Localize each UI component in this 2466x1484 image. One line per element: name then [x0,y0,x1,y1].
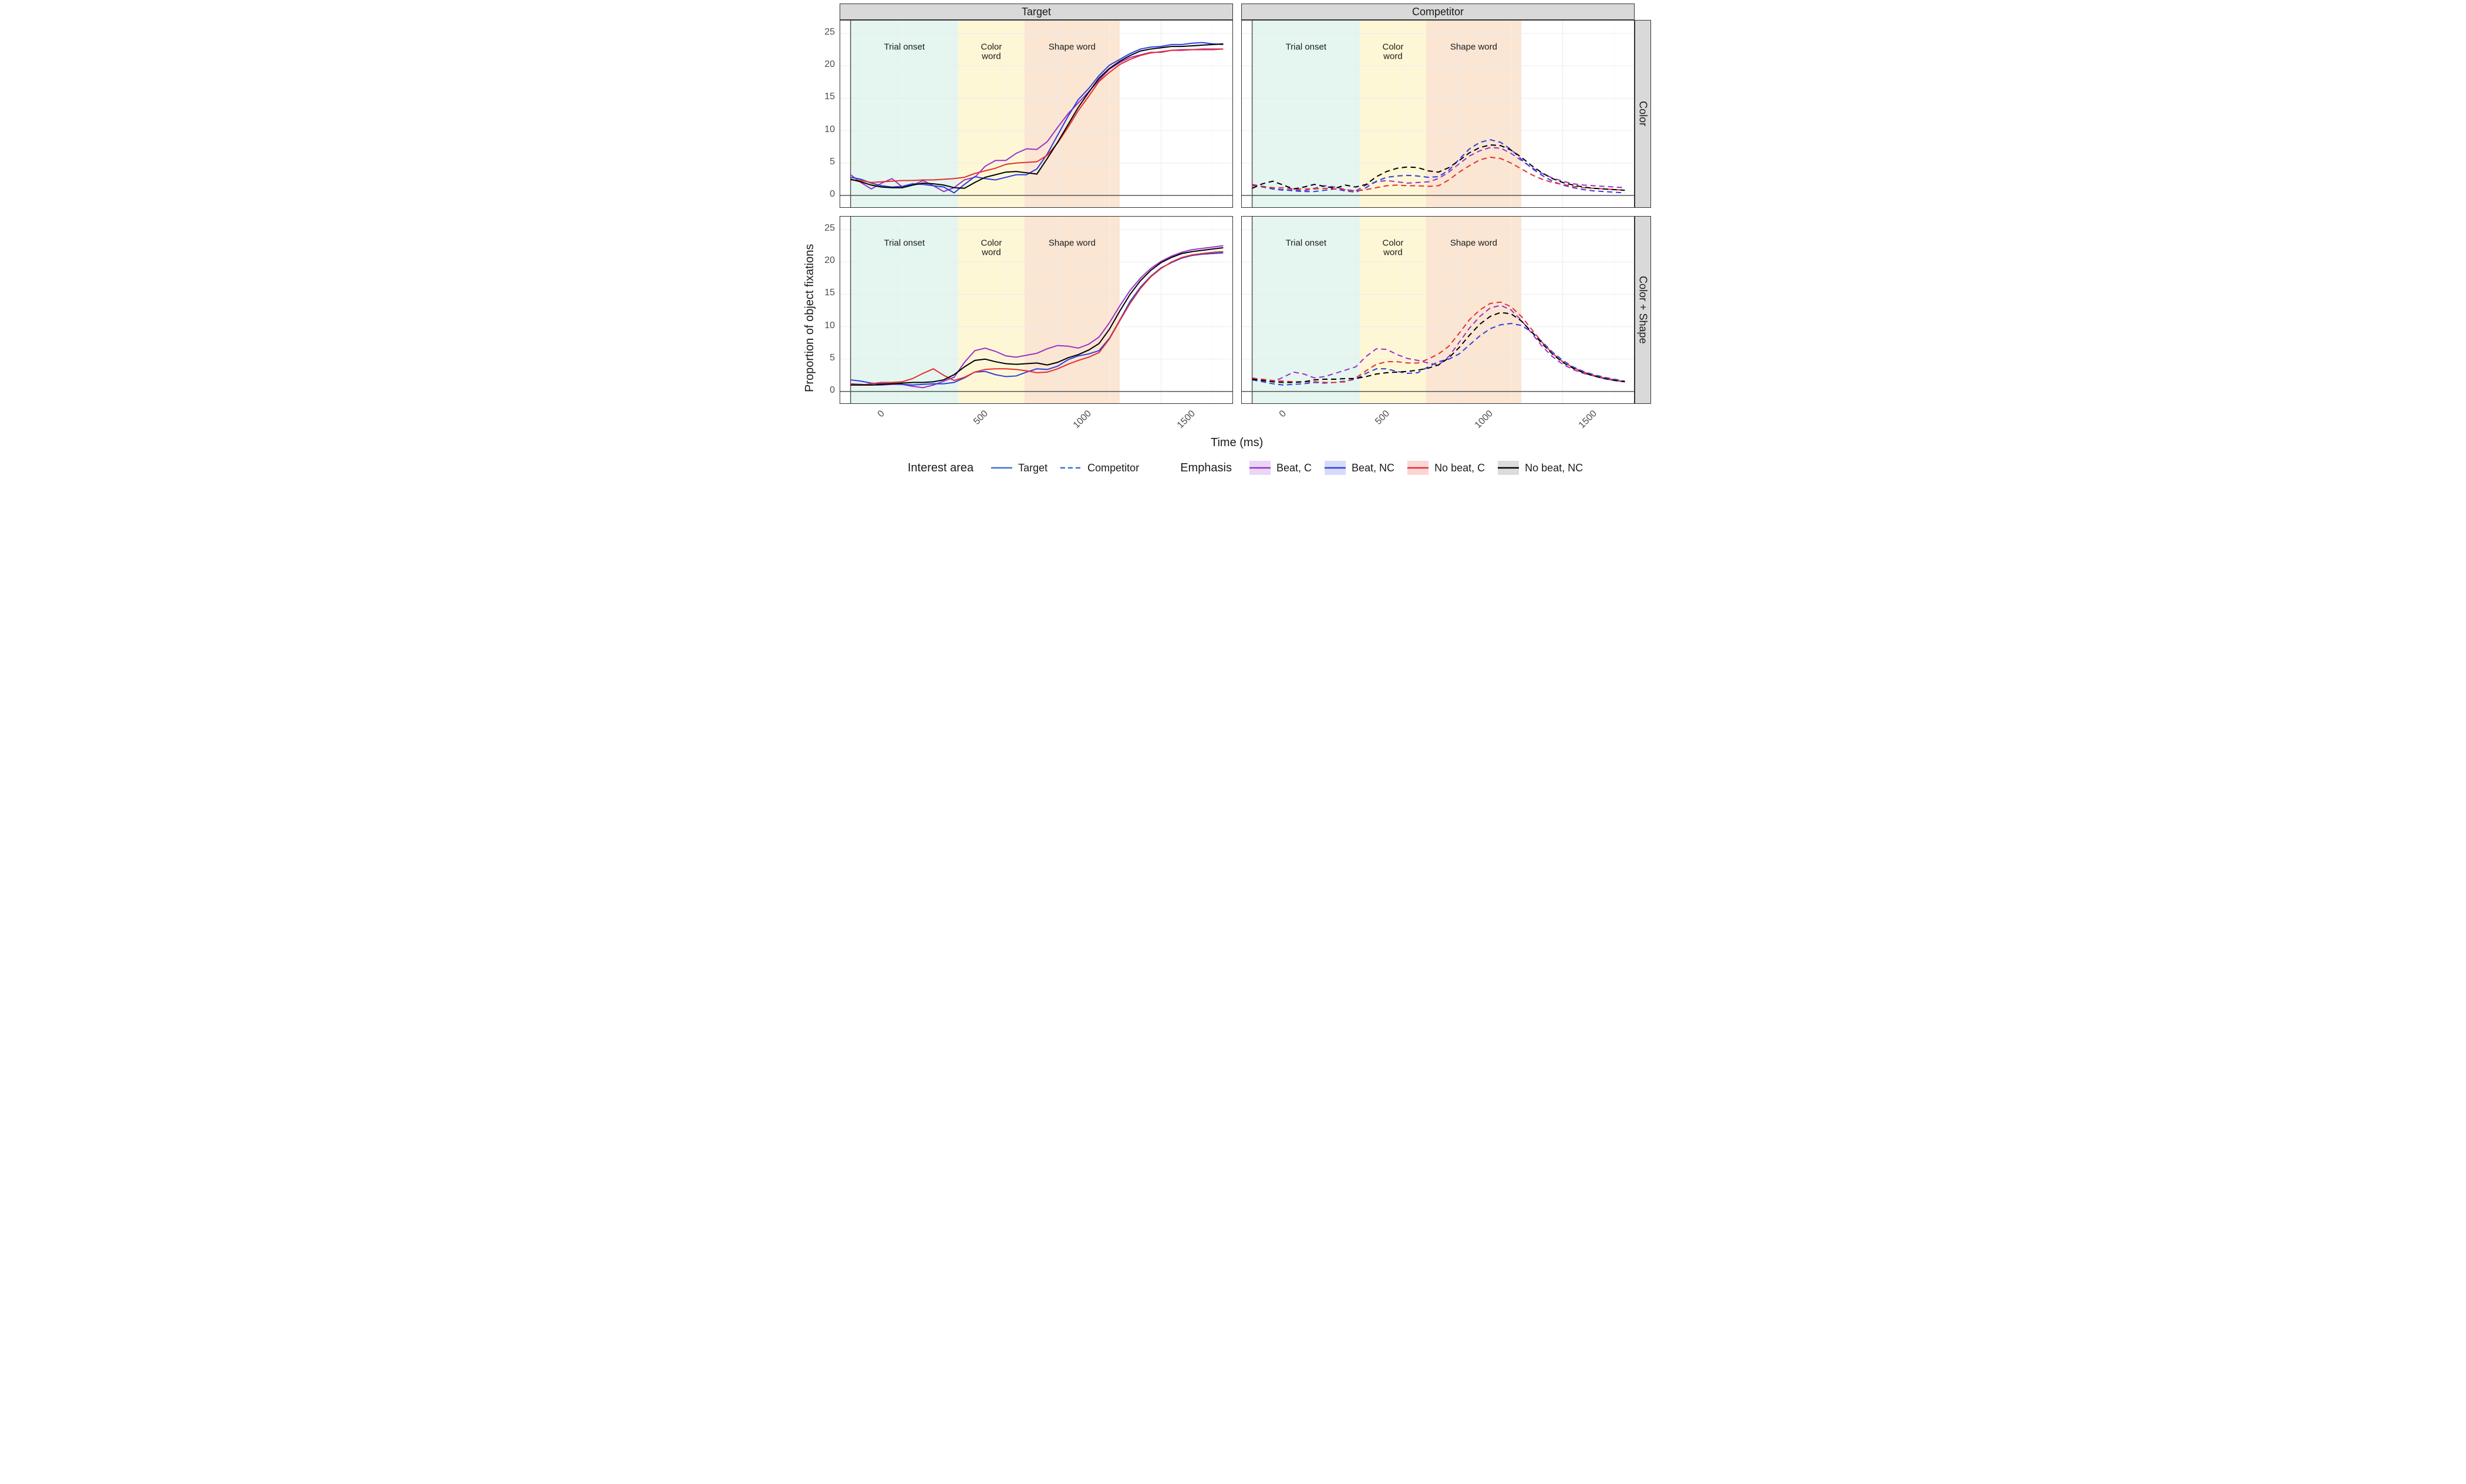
y-tick-label: 5 [816,353,835,363]
svg-text:Trial onset: Trial onset [884,238,925,248]
svg-text:Shape word: Shape word [1049,42,1096,52]
legend-item: Competitor [1059,460,1139,476]
svg-text:Shape word: Shape word [1450,42,1497,52]
x-tick-label: 500 [962,409,991,437]
x-tick-label: 500 [1364,409,1392,437]
legend-emph-title: Emphasis [1180,461,1232,475]
svg-text:Trial onset: Trial onset [1286,238,1327,248]
x-tick-label: 1500 [1169,409,1197,437]
y-tick-label: 0 [816,189,835,200]
svg-text:Colorword: Colorword [981,42,1002,62]
svg-text:Shape word: Shape word [1049,238,1096,248]
facet-panel: Trial onset Colorword Shape word [1241,216,1635,404]
facet-col-header: Target [840,4,1233,20]
svg-text:Shape word: Shape word [1450,238,1497,248]
facet-panel: Trial onset Colorword Shape word [1241,20,1635,208]
facet-col-header: Competitor [1241,4,1635,20]
legend-item: No beat, C [1406,460,1485,476]
svg-text:Colorword: Colorword [1382,238,1403,258]
facet-row-header: Color [1635,20,1651,208]
y-tick-label: 0 [816,385,835,396]
svg-text:Colorword: Colorword [981,238,1002,258]
x-tick-label: 0 [1260,409,1288,437]
legend-item: Beat, C [1248,460,1312,476]
legend-item: No beat, NC [1497,460,1583,476]
x-tick-label: 1500 [1571,409,1599,437]
legend: Interest area Target Competitor Emphasis Bea… [840,460,1651,476]
x-tick-label: 0 [858,409,887,437]
y-tick-label: 5 [816,157,835,167]
y-axis-label: Proportion of object fixations [803,244,817,392]
facet-panel: Trial onset Colorword Shape word [840,20,1233,208]
y-tick-label: 10 [816,321,835,331]
svg-text:Trial onset: Trial onset [1286,42,1327,52]
facet-row-header: Color + Shape [1635,216,1651,404]
x-tick-label: 1000 [1066,409,1094,437]
facet-panel: Trial onset Colorword Shape word [840,216,1233,404]
legend-item: Target [990,460,1047,476]
legend-ia-title: Interest area [908,461,973,475]
y-tick-label: 25 [816,223,835,234]
y-tick-label: 10 [816,124,835,135]
y-tick-label: 20 [816,255,835,266]
y-tick-label: 15 [816,288,835,298]
x-tick-label: 1000 [1467,409,1495,437]
chart-container: TargetCompetitorColorColor + ShapeTrial … [793,0,1673,528]
x-axis-label: Time (ms) [1211,436,1263,450]
y-tick-label: 15 [816,92,835,102]
y-tick-label: 20 [816,59,835,70]
y-tick-label: 25 [816,27,835,38]
svg-text:Trial onset: Trial onset [884,42,925,52]
svg-text:Colorword: Colorword [1382,42,1403,62]
legend-item: Beat, NC [1323,460,1394,476]
